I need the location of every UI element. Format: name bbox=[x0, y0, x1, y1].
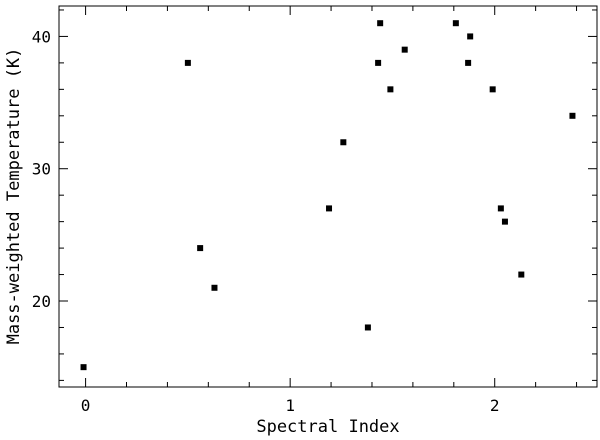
data-point bbox=[211, 284, 218, 291]
data-point bbox=[340, 139, 347, 146]
data-point bbox=[518, 271, 525, 278]
data-point bbox=[489, 86, 496, 93]
x-axis-title: Spectral Index bbox=[256, 417, 399, 437]
data-point bbox=[465, 59, 472, 66]
data-point bbox=[387, 86, 394, 93]
axis-ticks bbox=[59, 6, 597, 387]
x-tick-label: 1 bbox=[285, 396, 295, 415]
data-point bbox=[497, 205, 504, 212]
data-point bbox=[377, 20, 384, 27]
y-axis-title: Mass-weighted Temperature (K) bbox=[4, 48, 24, 345]
x-tick-label: 2 bbox=[490, 396, 500, 415]
data-point bbox=[452, 20, 459, 27]
data-points bbox=[80, 20, 576, 371]
data-point bbox=[364, 324, 371, 331]
tick-labels: 0 1 2 20 30 40 bbox=[32, 27, 500, 415]
data-point bbox=[401, 46, 408, 53]
y-tick-label: 20 bbox=[32, 292, 51, 311]
data-point bbox=[197, 245, 204, 252]
y-tick-label: 40 bbox=[32, 27, 51, 46]
data-point bbox=[501, 218, 508, 225]
data-point bbox=[467, 33, 474, 40]
y-tick-label: 30 bbox=[32, 160, 51, 179]
data-point bbox=[375, 59, 382, 66]
data-point bbox=[80, 364, 87, 371]
plot-frame bbox=[58, 5, 598, 388]
x-tick-label: 0 bbox=[81, 396, 91, 415]
data-point bbox=[326, 205, 333, 212]
data-point bbox=[569, 112, 576, 119]
data-point bbox=[184, 59, 191, 66]
